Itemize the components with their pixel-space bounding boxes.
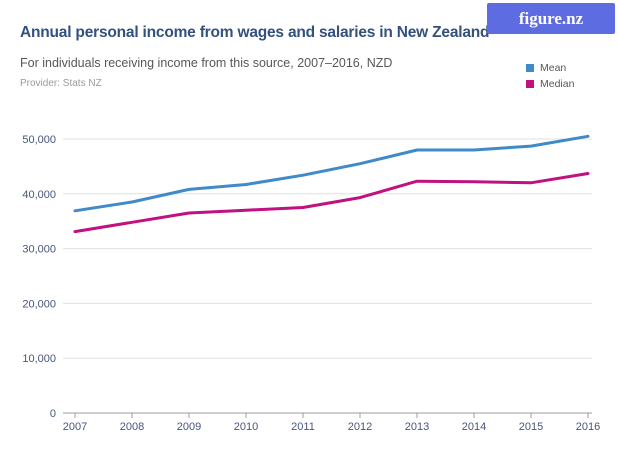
legend-swatch-icon — [526, 79, 534, 88]
x-tick-label: 2011 — [291, 421, 315, 433]
y-tick-label: 40,000 — [22, 189, 56, 201]
median-series-line — [73, 172, 590, 234]
x-tick-label: 2013 — [405, 421, 429, 433]
y-tick-label: 30,000 — [22, 244, 56, 256]
y-tick-label: 20,000 — [22, 298, 56, 310]
x-tick-label: 2014 — [462, 421, 486, 433]
chart-subtitle: For individuals receiving income from th… — [20, 56, 393, 70]
figure-nz-logo[interactable]: figure.nz — [487, 3, 615, 34]
y-tick-label: 50,000 — [22, 134, 56, 146]
mean-series-line — [73, 134, 590, 213]
provider-attribution: Provider: Stats NZ — [20, 78, 102, 89]
y-tick-label: 10,000 — [22, 353, 56, 365]
x-tick-label: 2008 — [120, 421, 144, 433]
legend-label: Mean — [540, 62, 567, 74]
x-tick-label: 2012 — [348, 421, 372, 433]
x-tick-label: 2009 — [177, 421, 201, 433]
legend-label: Median — [540, 77, 575, 90]
y-tick-label: 0 — [50, 408, 56, 420]
legend-item-median: Median — [526, 77, 575, 90]
x-tick-label: 2007 — [63, 421, 87, 433]
legend-item-mean: Mean — [526, 63, 574, 74]
page-title: Annual personal income from wages and sa… — [20, 24, 490, 41]
x-tick-label: 2016 — [576, 421, 600, 433]
chart-legend: Mean Median — [526, 63, 574, 94]
x-tick-label: 2010 — [234, 421, 258, 433]
legend-swatch-icon — [526, 64, 534, 73]
x-tick-label: 2015 — [519, 421, 543, 433]
